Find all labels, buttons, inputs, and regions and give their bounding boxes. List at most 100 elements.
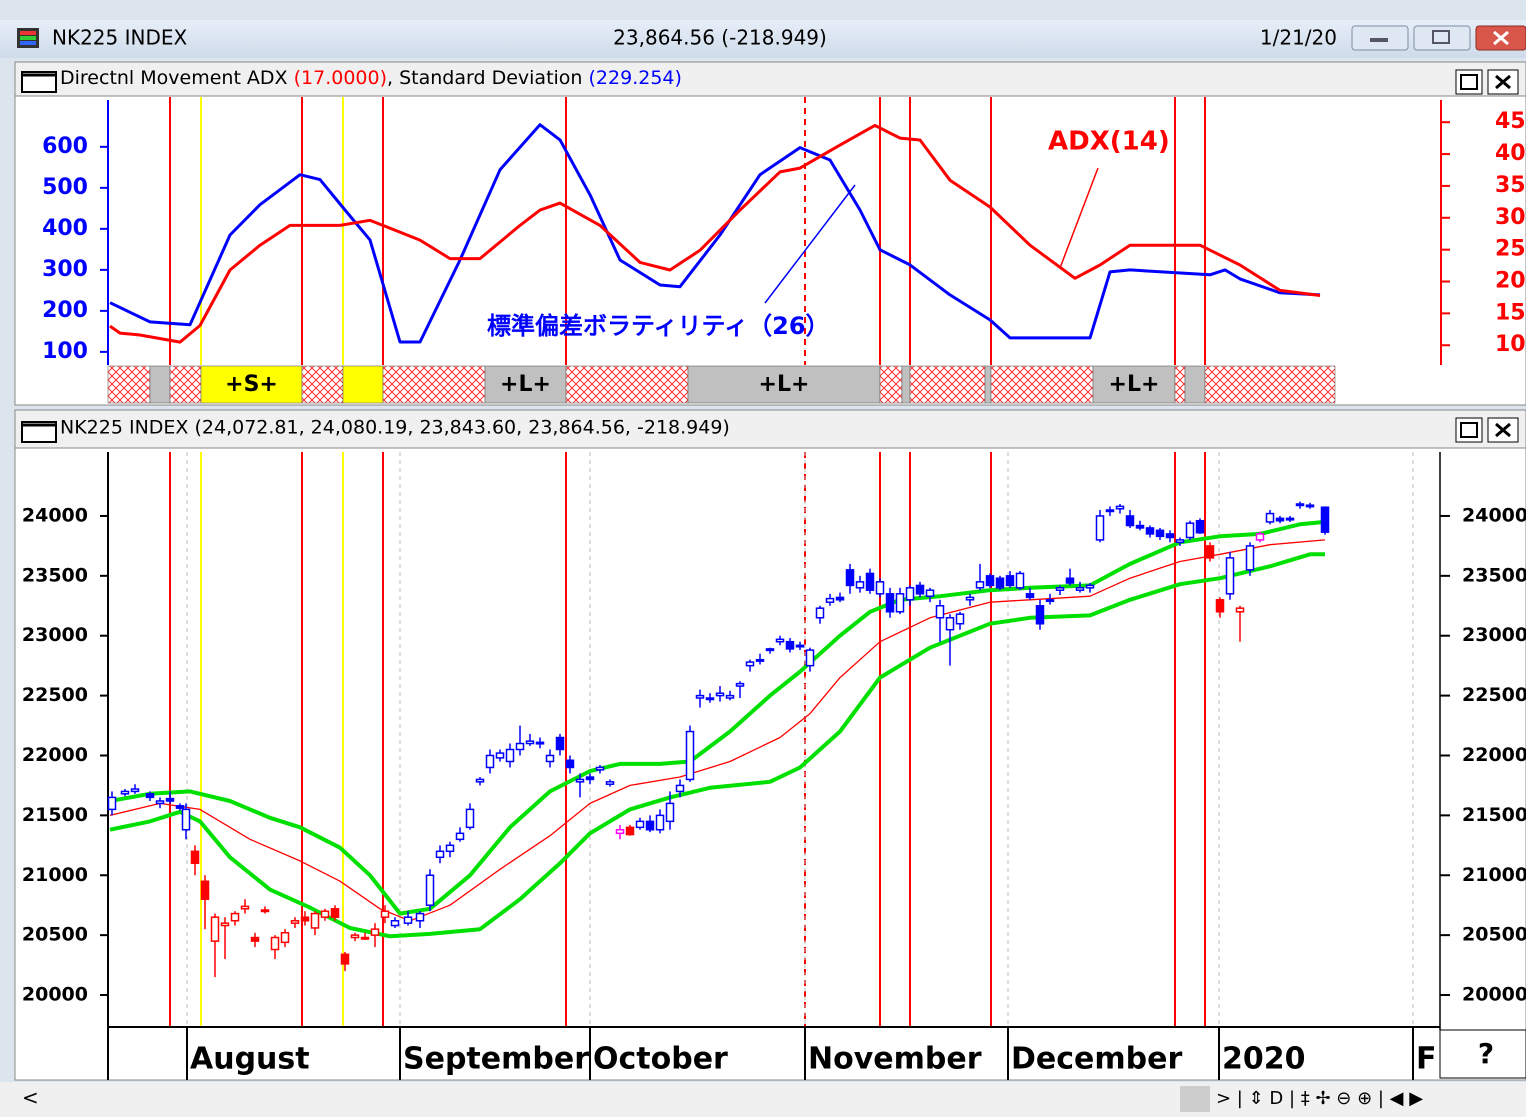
title-part: (229.254) (589, 67, 682, 89)
signal-band (879, 365, 903, 404)
bottom-pane-title: NK225 INDEX (24,072.81, 24,080.19, 23,84… (60, 417, 730, 439)
candle-body (625, 826, 635, 836)
candle-body (380, 910, 390, 918)
candle-body (745, 661, 755, 667)
candle-body (1195, 519, 1205, 534)
top-pane (14, 61, 1526, 406)
y-tick-label-right: 22500 (1462, 684, 1526, 706)
candle-body (895, 593, 905, 613)
y2-tick-label: 45 (1495, 109, 1526, 134)
candle-body (815, 607, 825, 619)
candle-body (1185, 522, 1195, 539)
candle-body (1295, 503, 1305, 507)
candle-body (735, 682, 745, 687)
candle-body (1275, 517, 1285, 522)
signal-band (909, 365, 986, 404)
signal-band (565, 365, 689, 404)
candle-body (725, 694, 735, 699)
candle-body (1055, 587, 1065, 591)
help-label: ? (1478, 1037, 1494, 1070)
candle-body (995, 577, 1005, 589)
title-part: Directnl Movement ADX (60, 67, 294, 89)
candle-body (310, 912, 320, 929)
candle-body (885, 593, 895, 613)
annotation-leader (764, 184, 856, 304)
y2-tick-label: 10 (1495, 332, 1526, 357)
candle-body (340, 953, 350, 965)
signal-label: +S+ (225, 372, 278, 397)
candle-body (945, 617, 955, 631)
y-tick-label: 20000 (22, 984, 88, 1006)
candle-body (1255, 533, 1265, 541)
candle-body (785, 640, 795, 650)
title-part: , Standard Deviation (387, 67, 588, 89)
candle-body (1175, 539, 1185, 544)
candle-body (175, 805, 185, 809)
signal-band (1174, 365, 1186, 404)
y-tick-label: 24000 (22, 504, 88, 526)
candle-body (1095, 515, 1105, 541)
scroll-thumb[interactable] (1180, 1086, 1210, 1112)
candle-body (505, 748, 515, 763)
candle-body (1285, 517, 1295, 521)
candle-body (425, 874, 435, 906)
candle-body (645, 820, 655, 831)
x-tick-label: September (403, 1042, 589, 1077)
candle-body (370, 928, 380, 936)
candle-body (240, 905, 250, 910)
x-tick-label: August (190, 1042, 310, 1077)
candle-body (290, 920, 300, 924)
candle-body (805, 649, 815, 667)
candle-body (1025, 593, 1035, 599)
candle-body (300, 916, 310, 922)
top-pane-header (14, 61, 1526, 97)
candle-body (495, 752, 505, 759)
candle-body (775, 638, 785, 643)
candle-body (1035, 605, 1045, 625)
y-tick-label-right: 24000 (1462, 504, 1526, 526)
candle-body (1225, 557, 1235, 595)
candle-body (695, 694, 705, 699)
signal-band (1092, 365, 1176, 404)
candle-body (1320, 506, 1330, 533)
x-tick-label: December (1011, 1042, 1182, 1077)
candle-body (905, 587, 915, 601)
y2-tick-label: 30 (1495, 205, 1526, 230)
candle-body (1075, 587, 1085, 591)
candle-body (605, 781, 615, 785)
candle-body (465, 808, 475, 829)
candle-body (935, 605, 945, 619)
pane-maximize[interactable] (1455, 69, 1483, 95)
maximize-button[interactable] (1413, 25, 1471, 51)
y-tick-label-right: 22000 (1462, 744, 1526, 766)
top-pane-title: Directnl Movement ADX (17.0000), Standar… (60, 67, 682, 89)
candle-body (865, 572, 875, 591)
candle-body (515, 742, 525, 751)
candle-body (435, 850, 445, 859)
y-tick-label-right: 23500 (1462, 564, 1526, 586)
pane-maximize[interactable] (1455, 417, 1483, 443)
candle-body (915, 584, 925, 595)
line-series (109, 123, 1321, 344)
candle-body (190, 850, 200, 865)
signal-band (301, 365, 344, 404)
candle-body (565, 759, 575, 769)
toolbar-controls[interactable]: > | ⇕ D | ‡ ✢ ⊖ ⊕ | ◀ ▶ (1216, 1088, 1423, 1109)
scroll-left[interactable]: < (22, 1086, 39, 1110)
candle-body (1105, 509, 1115, 513)
candle-body (280, 931, 290, 944)
signal-band (687, 365, 881, 404)
candle-body (270, 936, 280, 951)
candle-body (403, 916, 413, 924)
candle-body (1155, 529, 1165, 538)
candle-body (1245, 545, 1255, 571)
candle-body (955, 613, 965, 625)
candle-body (965, 596, 975, 601)
candle-body (535, 741, 545, 745)
candle-body (390, 920, 400, 927)
candle-body (825, 597, 835, 603)
help-button[interactable] (1439, 1029, 1526, 1079)
candle-body (250, 936, 260, 942)
candle-body (475, 778, 485, 783)
candle-body (210, 916, 220, 942)
